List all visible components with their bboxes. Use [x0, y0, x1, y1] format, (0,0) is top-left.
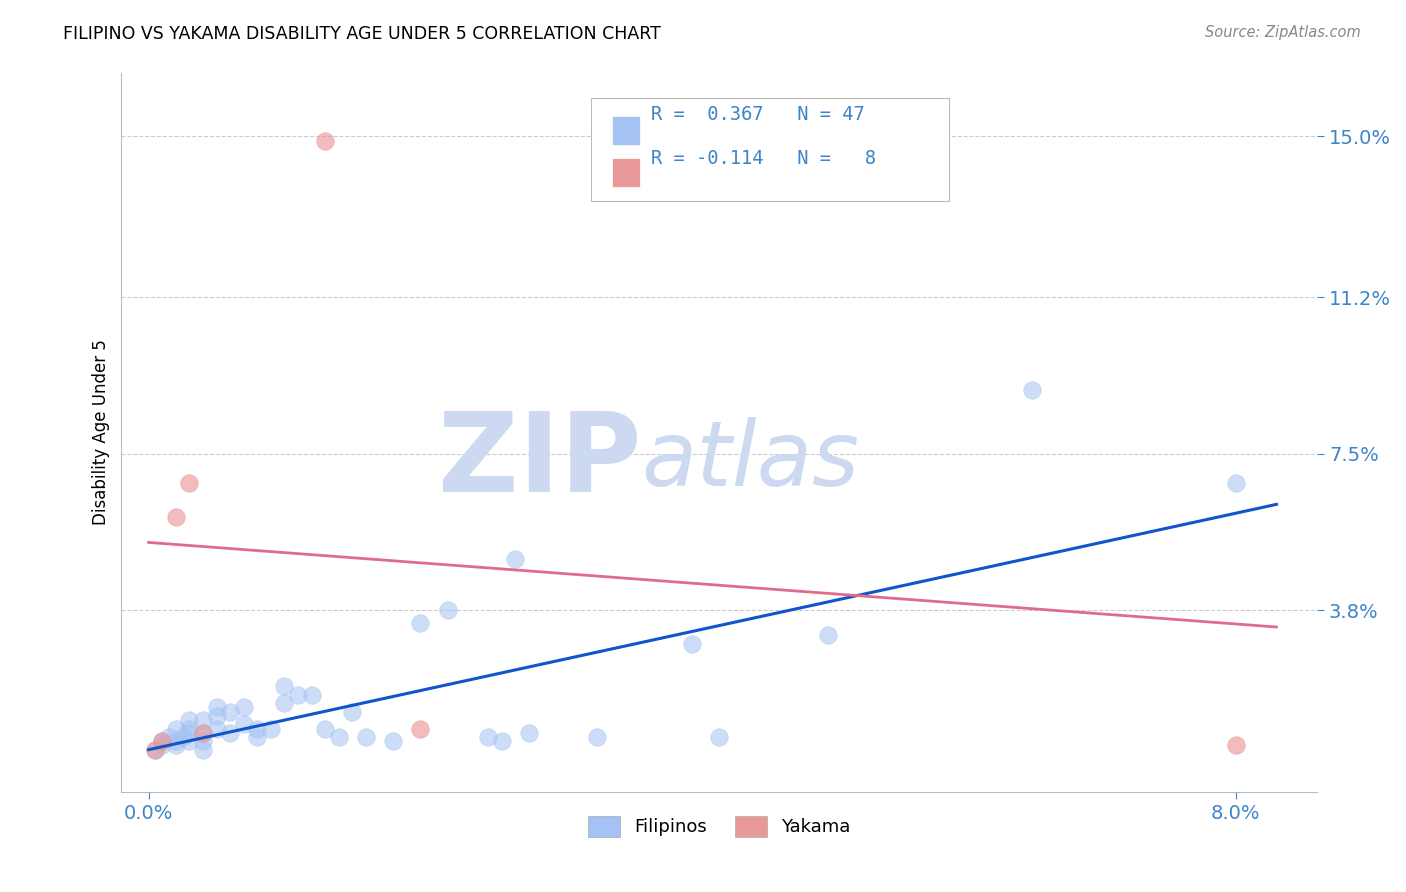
Point — [205, 700, 228, 714]
Point — [505, 552, 527, 566]
Point — [342, 705, 364, 719]
Point — [1021, 383, 1043, 397]
Point — [191, 725, 214, 739]
Point — [709, 730, 731, 744]
Text: Source: ZipAtlas.com: Source: ZipAtlas.com — [1205, 25, 1361, 40]
Point — [1225, 739, 1247, 753]
Point — [145, 742, 167, 756]
Point — [179, 476, 201, 491]
Point — [157, 730, 180, 744]
Point — [409, 722, 432, 736]
Point — [191, 713, 214, 727]
Point — [409, 615, 432, 630]
Point — [150, 734, 173, 748]
Point — [165, 734, 187, 748]
Point — [191, 734, 214, 748]
Point — [586, 730, 609, 744]
Text: R =  0.367   N = 47: R = 0.367 N = 47 — [651, 105, 865, 124]
Point — [191, 742, 214, 756]
Legend: Filipinos, Yakama: Filipinos, Yakama — [581, 809, 858, 844]
Point — [246, 722, 269, 736]
Point — [205, 709, 228, 723]
Point — [179, 722, 201, 736]
Point — [150, 734, 173, 748]
Point — [219, 705, 242, 719]
Point — [681, 637, 703, 651]
Point — [314, 134, 336, 148]
Point — [287, 688, 309, 702]
Point — [219, 725, 242, 739]
Point — [301, 688, 323, 702]
Point — [150, 739, 173, 753]
Point — [382, 734, 405, 748]
Point — [172, 730, 194, 744]
Point — [191, 725, 214, 739]
Point — [179, 734, 201, 748]
Text: FILIPINO VS YAKAMA DISABILITY AGE UNDER 5 CORRELATION CHART: FILIPINO VS YAKAMA DISABILITY AGE UNDER … — [63, 25, 661, 43]
Point — [165, 722, 187, 736]
Point — [1225, 476, 1247, 491]
Point — [145, 742, 167, 756]
Point — [246, 730, 269, 744]
Point — [817, 628, 839, 642]
Point — [273, 696, 295, 710]
Point — [165, 510, 187, 524]
Point — [328, 730, 350, 744]
Point — [205, 722, 228, 736]
Text: atlas: atlas — [641, 417, 859, 505]
Point — [232, 700, 254, 714]
Point — [354, 730, 377, 744]
Point — [165, 739, 187, 753]
Point — [179, 725, 201, 739]
Text: ZIP: ZIP — [439, 408, 641, 515]
Point — [314, 722, 336, 736]
Point — [477, 730, 499, 744]
Point — [436, 603, 458, 617]
Y-axis label: Disability Age Under 5: Disability Age Under 5 — [93, 340, 110, 525]
Point — [491, 734, 513, 748]
Point — [517, 725, 540, 739]
Point — [260, 722, 283, 736]
Point — [273, 679, 295, 693]
Point — [232, 717, 254, 731]
Text: R = -0.114   N =   8: R = -0.114 N = 8 — [651, 149, 876, 169]
Point — [179, 713, 201, 727]
